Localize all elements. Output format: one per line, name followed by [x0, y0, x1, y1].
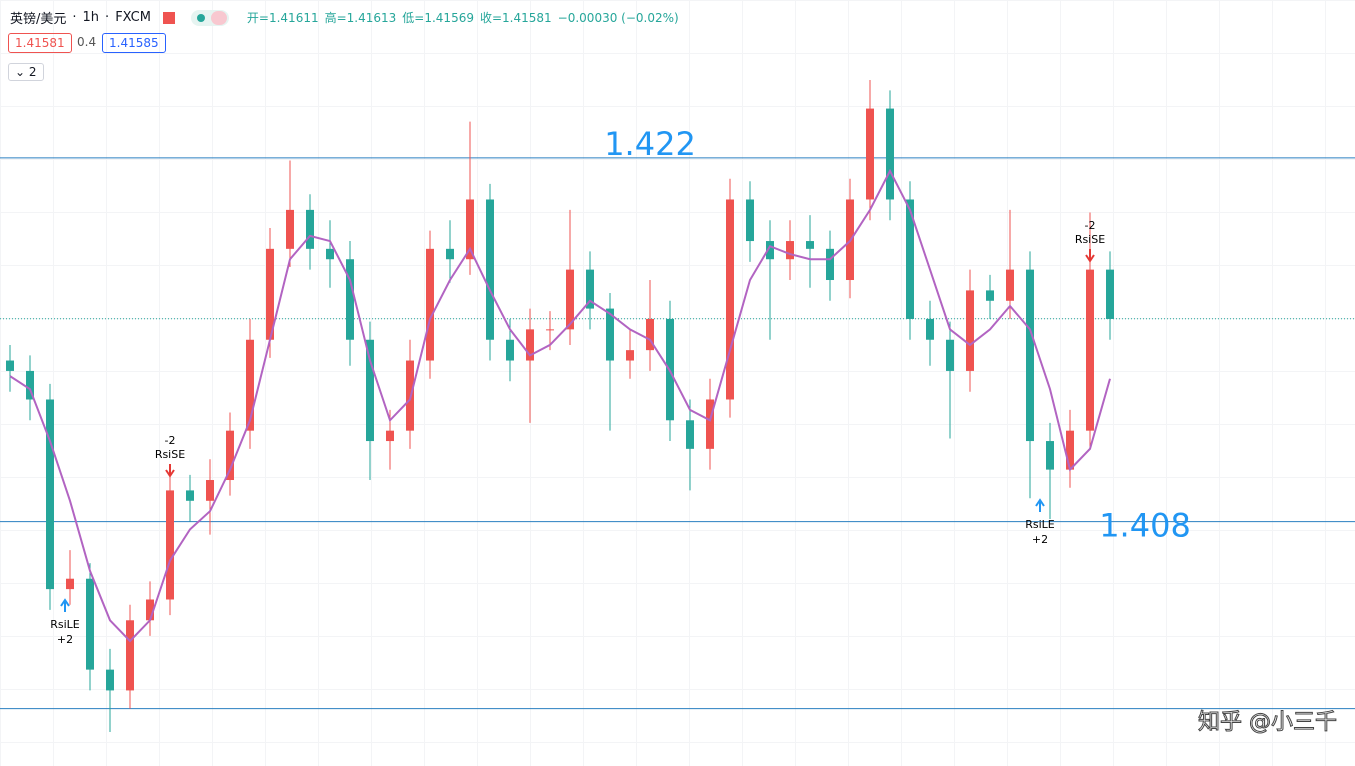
flag: [162, 11, 175, 24]
signal-name: RsiLE: [50, 618, 80, 631]
candle-body: [326, 248, 334, 260]
candle-body: [146, 599, 154, 621]
candle-body: [766, 241, 774, 260]
candle-body: [1046, 441, 1054, 470]
candle-body: [1106, 269, 1114, 319]
candle-body: [246, 339, 254, 431]
candle-body: [606, 308, 614, 361]
candle-body: [306, 209, 314, 249]
ask-box[interactable]: 1.41585: [102, 33, 166, 53]
interval[interactable]: 1h: [82, 10, 100, 25]
signal-arrow: [165, 464, 175, 478]
candle-body: [966, 290, 974, 371]
candle-body: [686, 420, 694, 449]
status-pill[interactable]: [190, 9, 229, 26]
indicator-count: 2: [28, 65, 37, 79]
ohlc: 开=1.41611: [246, 11, 319, 25]
candle-body: [786, 241, 794, 260]
candle-body: [1066, 430, 1074, 470]
candle-body: [1006, 269, 1014, 301]
signal-name: RsiSE: [155, 448, 185, 461]
candle-body: [126, 620, 134, 691]
candle-body: [266, 248, 274, 340]
candle-body: [106, 669, 114, 691]
candle-body: [906, 199, 914, 319]
level-label: 1.408: [1099, 507, 1191, 545]
ohlc: 收=1.41581: [479, 11, 552, 25]
candle-body: [506, 339, 514, 361]
ohlc-change: −0.00030 (−0.02%): [557, 10, 679, 25]
candle-body: [986, 290, 994, 301]
candle-body: [366, 339, 374, 442]
signal-name: RsiLE: [1025, 518, 1055, 531]
signal-name: RsiSE: [1075, 233, 1105, 246]
candle-body: [226, 430, 234, 481]
candle-body: [466, 199, 474, 260]
candle-body: [446, 248, 454, 260]
candle-body: [426, 248, 434, 361]
level-label: 1.422: [604, 125, 696, 163]
symbol[interactable]: 英镑/美元: [10, 12, 67, 27]
candle-body: [946, 339, 954, 371]
candle-body: [386, 430, 394, 442]
candle-body: [86, 578, 94, 670]
signal-qty: +2: [57, 633, 73, 646]
signal-qty: -2: [1085, 219, 1096, 232]
candle-body: [726, 199, 734, 400]
candle-body: [886, 108, 894, 200]
ohlc: 高=1.41613: [324, 11, 397, 25]
source: FXCM: [115, 10, 151, 25]
candle-body: [546, 329, 554, 331]
sep: ·: [105, 10, 110, 25]
sep: ·: [72, 10, 77, 25]
signal-qty: -2: [165, 434, 176, 447]
indicator-toggle[interactable]: ⌄ 2: [8, 63, 44, 81]
signal-arrow: [1035, 498, 1045, 512]
candle-body: [26, 370, 34, 400]
candle-body: [1026, 269, 1034, 442]
candle-body: [46, 399, 54, 590]
candle-body: [926, 318, 934, 340]
candle-body: [166, 490, 174, 600]
header: 英镑/美元 · 1h · FXCM 开=1.41611 高=1.41613 低=1.…: [10, 8, 679, 27]
ohlc: 低=1.41569: [402, 11, 474, 25]
candle-body: [6, 360, 14, 371]
bid-box[interactable]: 1.41581: [8, 33, 72, 53]
candle-body: [806, 241, 814, 249]
watermark: 知乎 @小三千: [1198, 710, 1338, 736]
signal-arrow: [1085, 249, 1095, 263]
candle-body: [706, 399, 714, 449]
candle-body: [346, 259, 354, 340]
candle-body: [566, 269, 574, 330]
candle-body: [866, 108, 874, 200]
candle-body: [646, 318, 654, 351]
candle-body: [486, 199, 494, 340]
ma-line: [9, 168, 1111, 643]
signal-qty: +2: [1032, 533, 1048, 546]
spread: 0.4: [77, 35, 97, 49]
candle-body: [586, 269, 594, 309]
candle-body: [826, 248, 834, 281]
candle-body: [286, 209, 294, 249]
candle-body: [66, 578, 74, 590]
candle-body: [206, 480, 214, 501]
candle-body: [1086, 269, 1094, 431]
candle-body: [626, 350, 634, 361]
signal-arrow: [60, 598, 70, 612]
candle-body: [526, 329, 534, 361]
candle-body: [746, 199, 754, 242]
candle-body: [186, 490, 194, 501]
